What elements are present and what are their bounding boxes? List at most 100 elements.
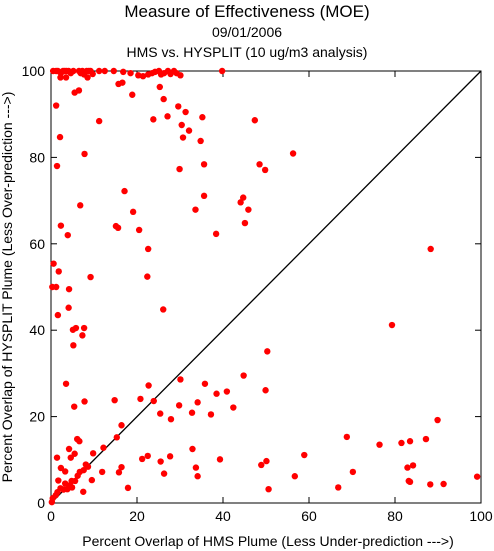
data-point xyxy=(179,134,187,141)
x-tick-label: 100 xyxy=(469,508,493,524)
data-point xyxy=(52,283,60,291)
data-point xyxy=(160,306,167,313)
data-point xyxy=(80,324,88,332)
y-tick-label: 80 xyxy=(29,149,45,165)
data-point xyxy=(166,453,174,460)
data-point xyxy=(200,161,208,168)
data-point xyxy=(84,463,92,470)
data-point xyxy=(100,444,107,451)
data-point xyxy=(473,473,481,480)
data-point xyxy=(167,415,175,423)
data-point xyxy=(124,484,132,492)
data-point xyxy=(72,324,80,332)
data-point xyxy=(121,187,128,195)
data-point xyxy=(291,473,299,480)
data-point xyxy=(406,438,414,445)
data-point xyxy=(89,450,97,457)
data-point xyxy=(65,285,73,293)
data-point xyxy=(264,348,271,355)
data-point xyxy=(335,484,342,491)
data-point xyxy=(265,485,272,493)
data-point xyxy=(53,162,61,170)
data-point xyxy=(241,219,249,227)
data-point xyxy=(113,434,120,441)
data-point xyxy=(240,194,247,201)
data-point xyxy=(156,83,163,91)
data-point xyxy=(127,69,134,77)
data-point xyxy=(178,121,185,129)
data-point xyxy=(56,133,64,141)
data-point xyxy=(406,478,414,486)
data-point xyxy=(70,67,77,75)
data-point xyxy=(54,311,62,319)
data-point xyxy=(160,95,167,103)
data-point xyxy=(422,435,430,443)
data-point xyxy=(115,469,123,476)
data-point xyxy=(427,481,434,488)
data-point xyxy=(197,137,204,145)
data-point xyxy=(289,150,297,157)
y-tick-label: 40 xyxy=(29,322,45,338)
data-point xyxy=(71,403,78,410)
data-point xyxy=(76,438,83,445)
data-point xyxy=(114,224,122,232)
data-point xyxy=(189,445,196,453)
data-point xyxy=(192,206,199,213)
data-point xyxy=(194,473,201,480)
data-point xyxy=(427,245,434,253)
data-point xyxy=(164,113,171,120)
x-tick-label: 0 xyxy=(47,508,55,524)
data-point xyxy=(177,72,184,79)
data-point xyxy=(61,468,69,475)
data-point xyxy=(80,466,87,474)
data-point xyxy=(440,480,447,488)
data-point xyxy=(95,67,103,75)
data-point xyxy=(218,67,226,75)
data-point xyxy=(150,116,157,123)
data-point xyxy=(71,450,78,457)
data-point xyxy=(409,462,417,469)
data-point xyxy=(135,226,143,234)
data-point xyxy=(188,409,196,416)
data-point xyxy=(88,476,96,484)
data-point xyxy=(145,382,152,389)
data-point xyxy=(81,398,88,405)
data-point xyxy=(80,488,87,495)
data-point xyxy=(120,68,127,76)
data-point xyxy=(176,165,183,173)
data-point xyxy=(65,304,72,311)
data-point xyxy=(175,402,183,409)
data-point xyxy=(64,231,71,239)
data-point xyxy=(434,416,441,424)
data-point xyxy=(129,91,136,98)
data-point xyxy=(118,422,125,429)
data-point xyxy=(98,468,106,476)
data-point xyxy=(207,411,215,418)
data-point xyxy=(68,477,75,485)
data-point xyxy=(77,202,84,209)
data-point xyxy=(262,387,269,394)
data-point xyxy=(144,273,151,280)
x-tick-label: 60 xyxy=(301,508,317,524)
y-tick-label: 0 xyxy=(37,495,45,511)
data-point xyxy=(251,117,259,124)
y-axis-label: Percent Overlap of HYSPLIT Plume (Less O… xyxy=(0,92,15,483)
data-point xyxy=(57,222,65,229)
data-point xyxy=(89,70,96,78)
data-point xyxy=(75,87,83,94)
data-point xyxy=(194,399,201,406)
data-point xyxy=(223,388,231,395)
data-point xyxy=(62,380,70,387)
data-point xyxy=(67,454,74,461)
data-point xyxy=(110,67,117,75)
data-point xyxy=(68,484,76,491)
data-point xyxy=(55,268,62,275)
data-point xyxy=(376,441,383,448)
data-point xyxy=(388,321,396,329)
data-point xyxy=(256,161,263,168)
one-to-one-line xyxy=(50,70,482,504)
data-point xyxy=(201,380,209,387)
x-tick-label: 20 xyxy=(129,508,145,524)
data-point xyxy=(230,404,237,411)
